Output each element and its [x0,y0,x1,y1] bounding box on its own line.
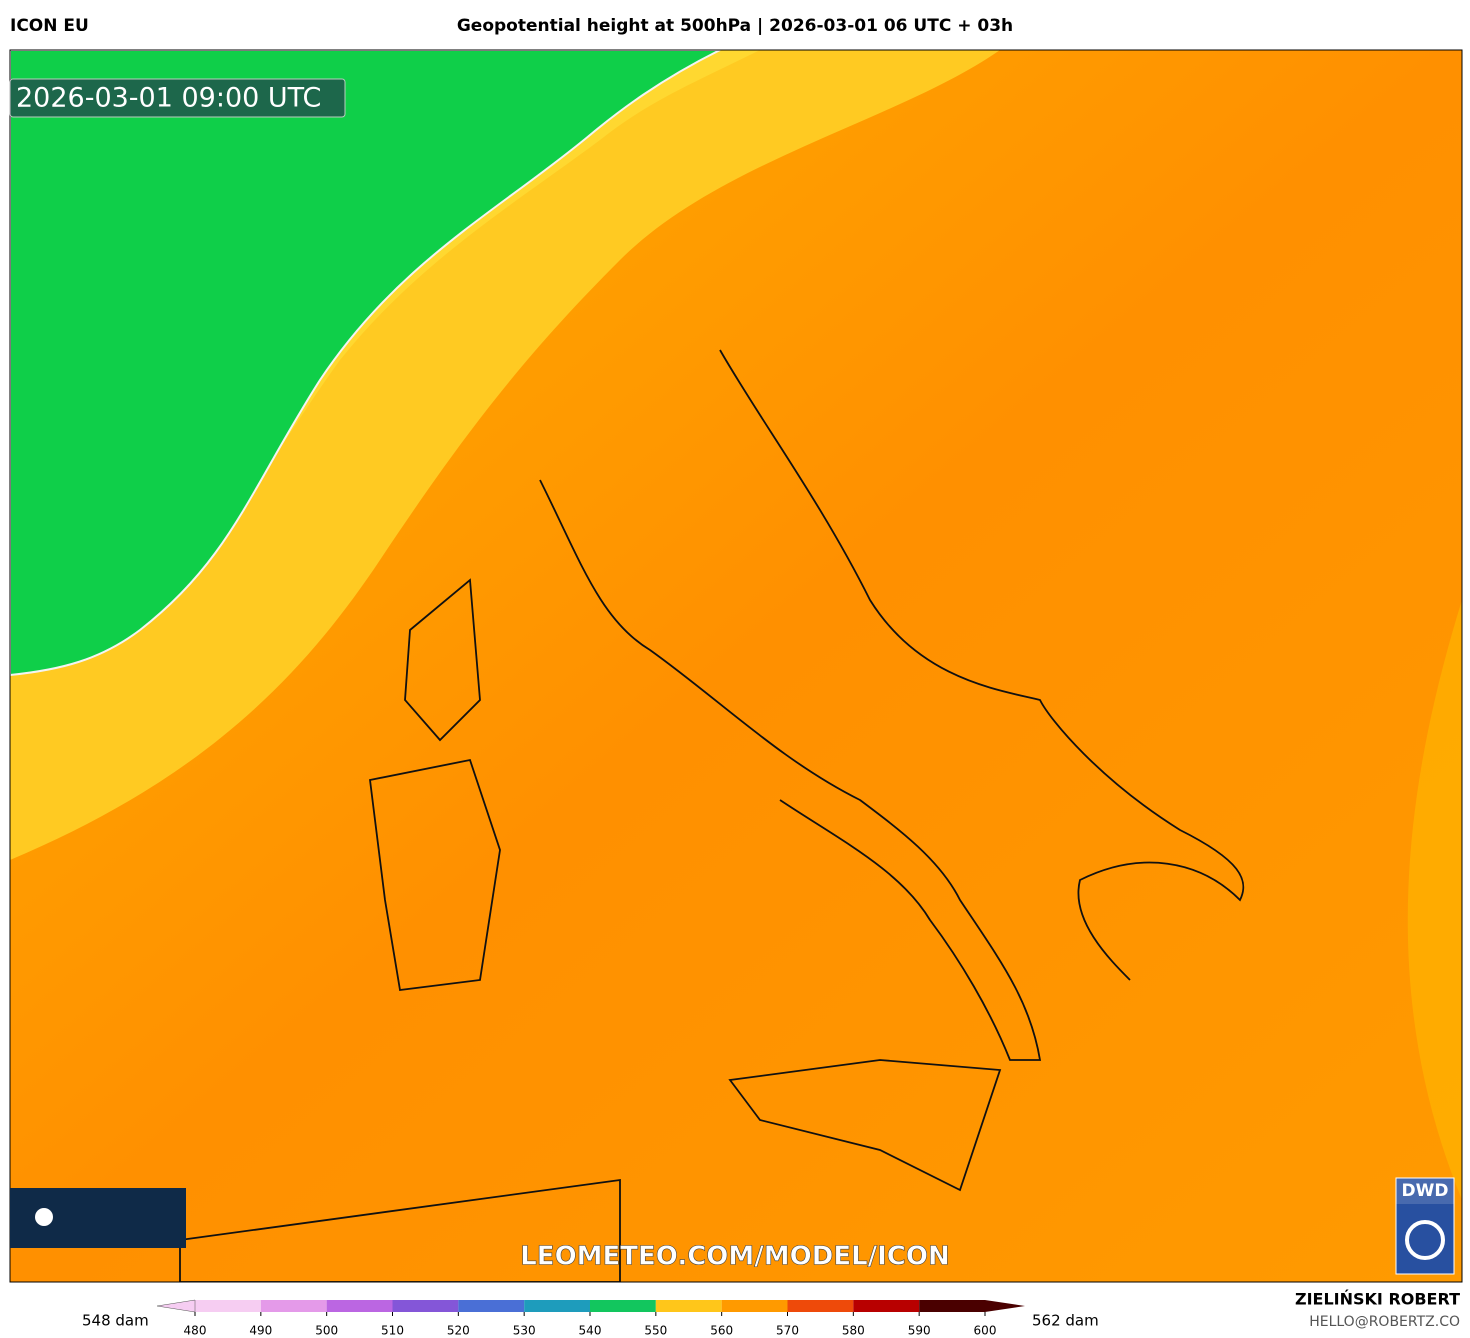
contact: HELLO@ROBERTZ.CO [1309,1314,1460,1330]
africa-coast [179,1178,621,1282]
colorbar-segment [853,1300,920,1312]
coastline [539,349,1245,1061]
colorbar-segment [260,1300,327,1312]
colorbar-tick-label: 520 [447,1324,470,1338]
colorbar-segment [721,1300,788,1312]
colorbar-segment [919,1300,985,1312]
colorbar-tick-label: 500 [315,1324,338,1338]
time-box [9,78,346,118]
valid-time: 2026-03-01 09:00 UTC [16,83,321,114]
colorbar-segment [326,1300,393,1312]
colorbar-low-arrow [156,1299,196,1313]
dwd-label: DWD [1402,1181,1449,1201]
watermark: LEOMETEO.COM/MODEL/ICON [520,1242,950,1272]
colorbar-tick-label: 530 [513,1324,536,1338]
colorbar-segment [458,1300,525,1312]
colorbar-tick-label: 510 [381,1324,404,1338]
colorbar-high-arrow [985,1300,1025,1312]
colorbar-tick-label: 600 [974,1324,997,1338]
map-title: Geopotential height at 500hPa | 2026-03-… [457,16,1013,36]
colorbar-segment [524,1300,590,1312]
dwd-swirl [1405,1220,1445,1260]
model-name: ICON EU [10,16,89,36]
colorbar-tick-label: 490 [249,1324,272,1338]
colorbar-segment [195,1300,261,1312]
colorbar-tick-label: 560 [710,1324,733,1338]
colorbar-tick-label: 570 [776,1324,799,1338]
colorbar-high-label: 562 dam [1032,1312,1099,1330]
colorbar-segment [655,1300,722,1312]
colorbar-segment [787,1300,854,1312]
map [10,50,1462,1282]
colorbar-segment [590,1300,656,1312]
colorbar-tick-label: 480 [184,1324,207,1338]
colorbar-tick-label: 540 [579,1324,602,1338]
islands [369,578,1002,1192]
colorbar-tick-label: 550 [644,1324,667,1338]
dwd-logo-top [1396,1178,1454,1204]
colorbar-tick-label: 590 [908,1324,931,1338]
colorbar-low-label: 548 dam [82,1312,149,1330]
green-zone [10,50,721,677]
sun-icon [35,1208,53,1226]
colorbar-segment [392,1300,459,1312]
colorbar-tick-label: 580 [842,1324,865,1338]
map-frame [9,49,1463,1283]
colorbar: 480 490 500 510 520 530 540 550 560 570 580 590 600 [156,1299,1025,1338]
author: ZIELIŃSKI ROBERT [1295,1290,1460,1309]
dwd-logo [1395,1177,1455,1275]
east-zone [1407,600,1462,1200]
